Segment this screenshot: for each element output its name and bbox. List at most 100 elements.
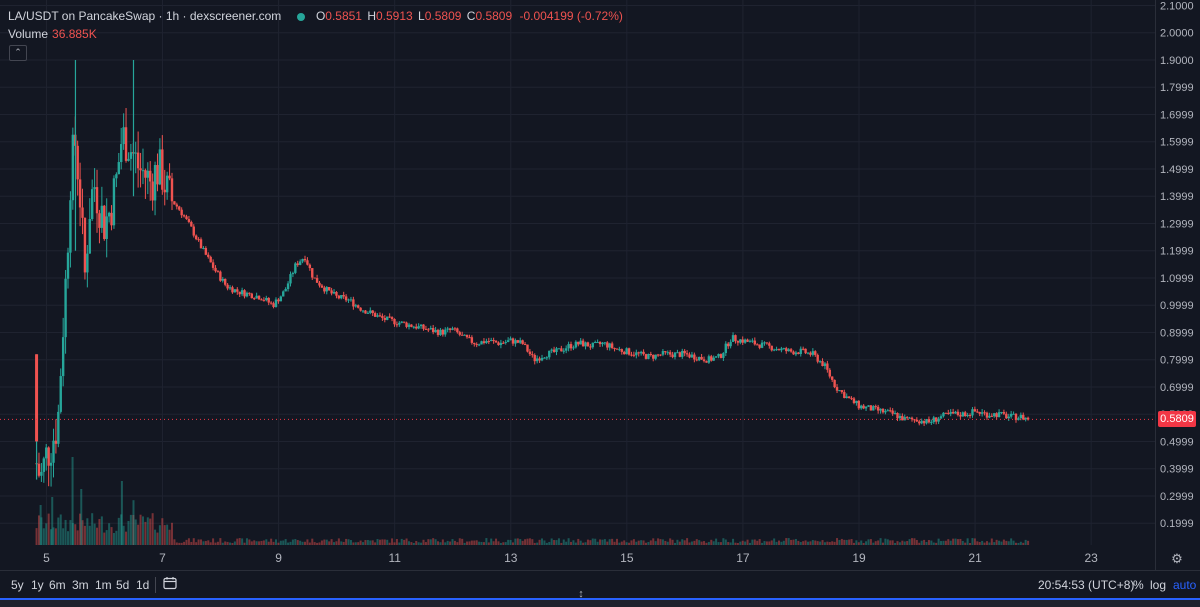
candle-body xyxy=(475,344,478,346)
volume-bar xyxy=(1022,542,1025,545)
candle-body xyxy=(659,354,662,356)
volume-bar xyxy=(270,538,273,545)
price-chart[interactable]: 5 7 9 11 13 15 17 19 21 23 xyxy=(0,0,1155,570)
volume-bar xyxy=(253,540,256,545)
candle-body xyxy=(492,340,495,342)
candle-body xyxy=(768,343,771,346)
candle-body xyxy=(690,354,694,358)
volume-bar xyxy=(386,539,389,545)
volume-bar xyxy=(216,541,219,545)
volume-bar xyxy=(93,523,96,545)
chart-legend: LA/USDT on PancakeSwap · 1h · dexscreene… xyxy=(8,9,623,23)
volume-bar xyxy=(698,540,701,545)
volume-bar xyxy=(62,528,65,545)
volume-bar xyxy=(306,539,309,545)
volume-bar xyxy=(652,538,655,545)
candle-body xyxy=(635,352,638,356)
candle-body xyxy=(632,354,636,356)
range-button-5d[interactable]: 5d xyxy=(116,578,130,592)
range-button-1m[interactable]: 1m xyxy=(95,578,112,592)
candle-body xyxy=(997,412,1001,418)
pane-resize-strip[interactable] xyxy=(0,598,1200,607)
candle-body xyxy=(625,348,628,355)
calendar-icon[interactable] xyxy=(163,576,177,590)
volume-bar xyxy=(282,540,285,545)
volume-bar xyxy=(758,539,761,545)
volume-bar xyxy=(952,538,955,545)
candle-body xyxy=(279,296,283,302)
candle-body xyxy=(473,342,476,345)
volume-bar xyxy=(420,542,423,545)
y-tick-label: 1.9000 xyxy=(1160,55,1194,67)
collapse-legend-button[interactable]: ⌃ xyxy=(9,45,27,61)
volume-bar xyxy=(1014,542,1017,545)
volume-bar xyxy=(470,540,473,545)
range-button-1d[interactable]: 1d xyxy=(136,578,150,592)
volume-bar xyxy=(659,539,662,545)
candle-body xyxy=(332,291,336,294)
candle-body xyxy=(127,158,130,161)
volume-bar xyxy=(233,541,236,545)
volume-bar xyxy=(57,517,60,545)
candle-body xyxy=(64,278,67,338)
candle-body xyxy=(226,284,229,289)
candle-body xyxy=(156,165,159,185)
volume-bar xyxy=(120,514,123,545)
candle-body xyxy=(134,152,137,154)
range-button-5y[interactable]: 5y xyxy=(11,578,24,592)
candle-body xyxy=(818,361,822,363)
candle-body xyxy=(175,204,179,207)
volume-bar xyxy=(69,520,72,545)
y-tick-label: 2.1000 xyxy=(1160,0,1194,12)
range-button-1y[interactable]: 1y xyxy=(31,578,44,592)
candle-body xyxy=(685,353,689,355)
volume-bar xyxy=(519,539,522,545)
percent-toggle[interactable]: % xyxy=(1133,578,1144,592)
volume-bar xyxy=(983,542,986,545)
candle-body xyxy=(760,342,764,348)
candle-body xyxy=(190,221,193,227)
candle-body xyxy=(240,290,244,295)
volume-bar xyxy=(265,539,268,545)
time-readout[interactable]: 20:54:53 (UTC+8) xyxy=(1038,578,1135,592)
candle-body xyxy=(340,295,343,299)
chart-area[interactable]: 5 7 9 11 13 15 17 19 21 23 xyxy=(0,0,1155,570)
volume-bar xyxy=(335,541,338,545)
volume-bar xyxy=(577,538,580,545)
candle-body xyxy=(596,341,599,343)
candle-body xyxy=(903,417,906,421)
chart-title: LA/USDT on PancakeSwap · 1h · dexscreene… xyxy=(8,9,282,23)
volume-bar xyxy=(429,539,432,545)
volume-bar xyxy=(422,539,425,545)
candle-body xyxy=(538,358,541,361)
volume-bar xyxy=(686,538,689,545)
volume-bar xyxy=(545,542,548,545)
volume-bar xyxy=(163,525,166,545)
candle-body xyxy=(555,348,558,353)
volume-bar xyxy=(299,540,302,545)
volume-bar xyxy=(59,514,62,545)
candle-body xyxy=(860,405,863,409)
range-button-3m[interactable]: 3m xyxy=(72,578,89,592)
volume-bar xyxy=(748,542,751,545)
candle-body xyxy=(618,349,621,351)
volume-bar xyxy=(741,540,744,545)
candle-body xyxy=(531,354,534,356)
x-tick-label: 9 xyxy=(275,551,282,565)
resize-vertical-icon[interactable]: ↕ xyxy=(578,588,584,600)
volume-bar xyxy=(850,539,853,545)
volume-bar xyxy=(703,541,706,545)
log-toggle[interactable]: log xyxy=(1150,578,1167,592)
volume-bar xyxy=(560,542,563,545)
auto-toggle[interactable]: auto xyxy=(1173,578,1197,592)
volume-bar xyxy=(461,538,464,545)
volume-bar xyxy=(971,538,974,545)
range-button-6m[interactable]: 6m xyxy=(49,578,66,592)
gear-icon[interactable]: ⚙ xyxy=(1171,551,1183,566)
candle-body xyxy=(1005,413,1008,419)
price-axis[interactable]: 2.1000 2.0000 1.9000 1.7999 1.6999 1.5999 1.49… xyxy=(1155,0,1200,570)
candle-body xyxy=(548,350,551,358)
volume-bar xyxy=(238,538,241,545)
candle-body xyxy=(879,408,882,411)
candle-body xyxy=(514,340,517,344)
